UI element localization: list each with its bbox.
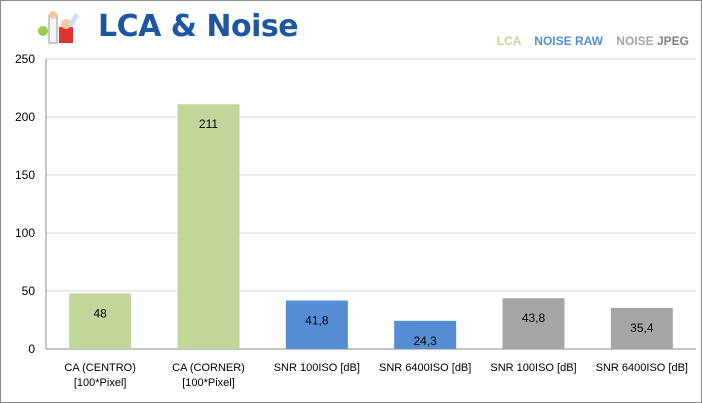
data-label: 24,3: [413, 334, 437, 348]
data-label: 43,8: [522, 311, 546, 325]
x-tick-label: [100*Pixel]: [182, 377, 235, 389]
legend-noise-label: NOISE: [616, 34, 654, 48]
x-tick-label: SNR 100ISO [dB]: [490, 362, 576, 374]
x-tick-label: CA (CENTRO): [64, 362, 136, 374]
y-tick-label: 200: [15, 110, 35, 124]
legend-lca: LCA: [496, 34, 521, 48]
chart-title: LCA & Noise: [98, 9, 299, 44]
y-tick-label: 150: [15, 168, 35, 182]
bar: [502, 298, 565, 349]
data-label: 41,8: [305, 314, 329, 328]
x-tick-label: SNR 6400ISO [dB]: [596, 362, 688, 374]
data-label: 35,4: [630, 321, 654, 335]
bar: [394, 320, 457, 349]
legend-jpeg-label: JPEG: [656, 34, 689, 48]
y-tick-label: 100: [15, 226, 35, 240]
legend: LCA NOISE RAW NOISE JPEG: [487, 34, 689, 48]
bar: [177, 104, 240, 350]
x-tick-label: [100*Pixel]: [74, 377, 127, 389]
x-tick-label: CA (CORNER): [172, 362, 245, 374]
y-tick-label: 50: [22, 284, 36, 298]
data-label: 48: [93, 306, 107, 320]
x-tick-label: SNR 6400ISO [dB]: [379, 362, 471, 374]
bar: [285, 300, 348, 349]
y-tick-label: 250: [15, 52, 35, 66]
y-tick-label: 0: [28, 342, 35, 356]
legend-noise-raw: NOISE RAW: [534, 34, 603, 48]
data-label: 211: [199, 117, 218, 131]
cartoon-logo-icon: [38, 11, 80, 44]
bar: [610, 307, 673, 349]
legend-noise-jpeg: NOISE JPEG: [616, 34, 689, 48]
x-tick-label: SNR 100ISO [dB]: [274, 362, 360, 374]
bar: [69, 293, 132, 349]
